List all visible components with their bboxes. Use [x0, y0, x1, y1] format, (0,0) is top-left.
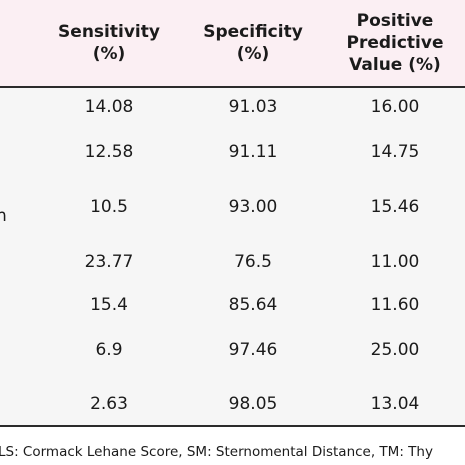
header-line: Positive	[356, 11, 434, 31]
table-cell-ppv: 15.46	[370, 197, 420, 217]
table-cell-specificity: 76.5	[234, 252, 272, 272]
table-cell-specificity: 91.11	[228, 142, 278, 162]
header-line: Sensitivity	[58, 22, 160, 42]
table-cell-ppv: 14.75	[370, 142, 420, 162]
column-header-ppv: Positive Predictive Value (%)	[325, 0, 465, 86]
table-cell-specificity: 93.00	[228, 197, 278, 217]
table-cell-specificity: 98.05	[228, 394, 278, 414]
table-cell-sensitivity: 14.08	[84, 97, 134, 117]
table-cell-specificity: 85.64	[228, 295, 278, 315]
table-cell-ppv: 16.00	[370, 97, 420, 117]
header-divider	[0, 86, 465, 88]
column-header-specificity: Specificity (%)	[193, 0, 313, 86]
table-cell-ppv: 25.00	[370, 340, 420, 360]
table-cell-ppv: 11.00	[370, 252, 420, 272]
table-cell-ppv: 13.04	[370, 394, 420, 414]
table-cell-specificity: 91.03	[228, 97, 278, 117]
table-body-band	[0, 88, 465, 426]
table-header-band	[0, 0, 465, 86]
table-cell-specificity: 97.46	[228, 340, 278, 360]
table-cell-sensitivity: 23.77	[84, 252, 134, 272]
table-cell-sensitivity: 15.4	[90, 295, 128, 315]
table-cell-sensitivity: 12.58	[84, 142, 134, 162]
table-cell-sensitivity: 6.9	[95, 340, 123, 360]
table-cell-sensitivity: 2.63	[90, 394, 128, 414]
header-line: Value (%)	[349, 55, 441, 75]
table-cell-sensitivity: 10.5	[90, 197, 128, 217]
table-cell-ppv: 11.60	[370, 295, 420, 315]
column-header-sensitivity: Sensitivity (%)	[49, 0, 169, 86]
table-bottom-divider	[0, 425, 465, 427]
header-line: Predictive	[346, 33, 444, 53]
row-label-fragment: n	[0, 206, 7, 226]
header-line: (%)	[236, 44, 270, 64]
table-footnote: LS: Cormack Lehane Score, SM: Sternoment…	[0, 444, 433, 460]
header-line: (%)	[92, 44, 126, 64]
header-line: Specificity	[203, 22, 303, 42]
